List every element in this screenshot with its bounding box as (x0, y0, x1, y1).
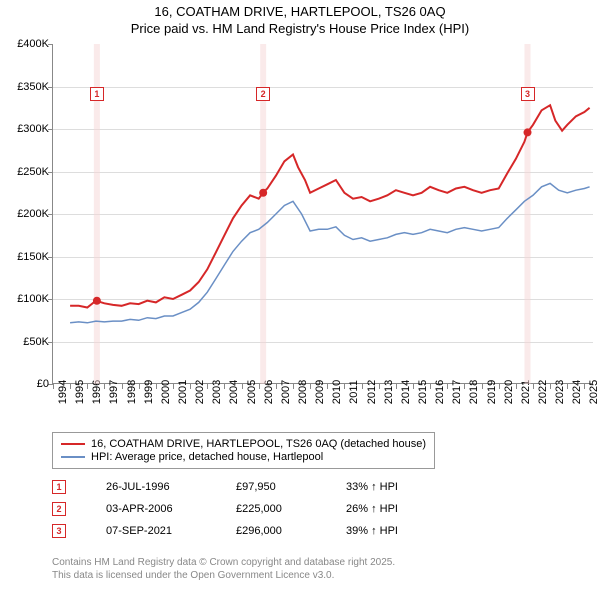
legend-row-hpi: HPI: Average price, detached house, Hart… (61, 451, 426, 463)
sale-table-row: 1 26-JUL-1996£97,95033% ↑ HPI (52, 480, 532, 494)
sale-dot-3 (524, 128, 532, 136)
sale-dot-1 (93, 297, 101, 305)
sale-row-pct: 39% ↑ HPI (346, 525, 398, 537)
legend-row-property: 16, COATHAM DRIVE, HARTLEPOOL, TS26 0AQ … (61, 438, 426, 450)
sale-marker-2: 2 (256, 87, 270, 101)
y-axis-label: £0 (0, 378, 49, 390)
sale-row-marker: 2 (52, 502, 66, 516)
sale-table-row: 3 07-SEP-2021£296,00039% ↑ HPI (52, 524, 532, 538)
sale-row-price: £225,000 (236, 503, 346, 515)
y-axis-label: £350K (0, 81, 49, 93)
footer-attribution: Contains HM Land Registry data © Crown c… (52, 556, 395, 582)
y-axis-label: £400K (0, 38, 49, 50)
sale-row-marker: 3 (52, 524, 66, 538)
sale-row-pct: 26% ↑ HPI (346, 503, 398, 515)
y-axis-label: £100K (0, 293, 49, 305)
chart-title-line2: Price paid vs. HM Land Registry's House … (0, 21, 600, 38)
sale-row-marker: 1 (52, 480, 66, 494)
sale-row-date: 03-APR-2006 (106, 503, 236, 515)
legend-swatch-property (61, 443, 85, 445)
chart-plot-area: £0£50K£100K£150K£200K£250K£300K£350K£400… (52, 44, 592, 384)
sale-dot-2 (259, 189, 267, 197)
chart-svg (53, 44, 593, 384)
y-axis-label: £300K (0, 123, 49, 135)
legend-box: 16, COATHAM DRIVE, HARTLEPOOL, TS26 0AQ … (52, 432, 435, 469)
sale-marker-3: 3 (521, 87, 535, 101)
series-line-property (70, 105, 590, 307)
y-axis-label: £200K (0, 208, 49, 220)
sale-table-row: 2 03-APR-2006£225,00026% ↑ HPI (52, 502, 532, 516)
y-axis-label: £150K (0, 251, 49, 263)
sale-row-pct: 33% ↑ HPI (346, 481, 398, 493)
y-axis-label: £50K (0, 336, 49, 348)
chart-title-line1: 16, COATHAM DRIVE, HARTLEPOOL, TS26 0AQ (0, 4, 600, 21)
sale-marker-1: 1 (90, 87, 104, 101)
series-line-hpi (70, 183, 590, 322)
y-axis-label: £250K (0, 166, 49, 178)
legend-label-property: 16, COATHAM DRIVE, HARTLEPOOL, TS26 0AQ … (91, 438, 426, 450)
legend-label-hpi: HPI: Average price, detached house, Hart… (91, 451, 323, 463)
sale-row-price: £97,950 (236, 481, 346, 493)
footer-line2: This data is licensed under the Open Gov… (52, 569, 395, 582)
sale-row-date: 26-JUL-1996 (106, 481, 236, 493)
sale-row-date: 07-SEP-2021 (106, 525, 236, 537)
footer-line1: Contains HM Land Registry data © Crown c… (52, 556, 395, 569)
legend-swatch-hpi (61, 456, 85, 458)
sale-row-price: £296,000 (236, 525, 346, 537)
